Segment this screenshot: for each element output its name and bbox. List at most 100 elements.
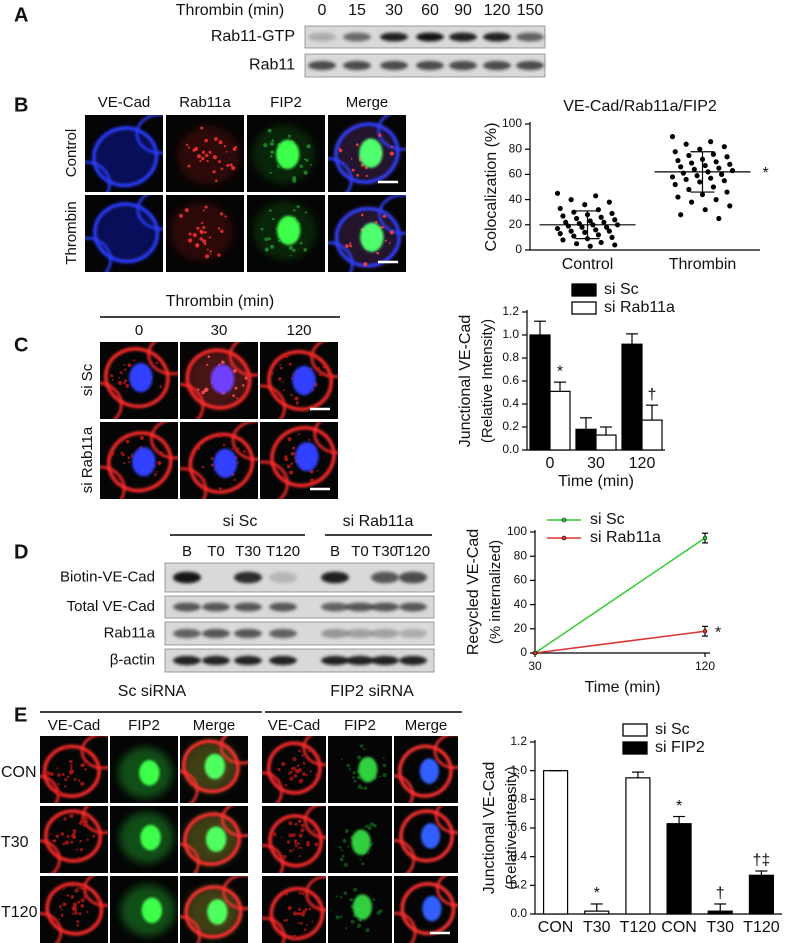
speckle bbox=[192, 232, 197, 238]
speckle bbox=[374, 221, 378, 224]
y-tick-label: 0.2 bbox=[502, 419, 519, 433]
speckle bbox=[77, 886, 80, 890]
speckle bbox=[86, 838, 89, 841]
speckle bbox=[222, 443, 226, 447]
speckle bbox=[218, 433, 223, 438]
band bbox=[380, 60, 408, 71]
band bbox=[321, 628, 349, 639]
significance-mark: * bbox=[557, 363, 563, 380]
legend-label: si Sc bbox=[655, 721, 690, 738]
speckle bbox=[72, 832, 76, 836]
speckle bbox=[83, 894, 88, 899]
speckle bbox=[339, 915, 343, 919]
speckle bbox=[80, 898, 85, 903]
speckle bbox=[146, 351, 149, 354]
speckle bbox=[85, 819, 88, 823]
speckle bbox=[56, 767, 59, 770]
speckle bbox=[52, 839, 55, 843]
micrograph-content bbox=[328, 195, 406, 272]
speckle bbox=[301, 778, 304, 782]
point bbox=[579, 224, 585, 230]
speckle bbox=[44, 770, 49, 775]
speckle bbox=[360, 213, 364, 217]
speckle bbox=[282, 475, 285, 479]
point bbox=[587, 243, 593, 249]
speckle bbox=[110, 451, 115, 456]
speckle bbox=[76, 920, 80, 923]
speckle bbox=[289, 849, 293, 853]
line bbox=[534, 537, 706, 654]
band bbox=[449, 60, 477, 71]
membrane bbox=[44, 809, 103, 863]
speckle bbox=[296, 842, 300, 846]
speckle bbox=[305, 774, 308, 777]
speckle bbox=[292, 446, 296, 450]
point bbox=[560, 237, 566, 243]
speckle bbox=[201, 156, 205, 161]
speckle bbox=[66, 835, 70, 838]
legend-marker bbox=[561, 517, 567, 523]
y-tick-label: 80 bbox=[509, 141, 523, 155]
speckle bbox=[74, 888, 79, 893]
membrane bbox=[42, 744, 101, 798]
speckle bbox=[306, 923, 308, 926]
speckle bbox=[283, 919, 286, 922]
speckle bbox=[356, 173, 360, 177]
band bbox=[416, 32, 444, 42]
speckle bbox=[270, 155, 273, 158]
speckle bbox=[382, 763, 387, 768]
speckle bbox=[71, 905, 77, 911]
speckle bbox=[49, 833, 52, 835]
speckle bbox=[192, 148, 196, 152]
speckle bbox=[68, 859, 71, 862]
point bbox=[568, 197, 574, 203]
bar bbox=[595, 434, 617, 451]
membrane bbox=[262, 844, 285, 873]
speckle bbox=[66, 894, 70, 897]
speckle bbox=[224, 215, 227, 218]
group-label: si Rab11a bbox=[343, 513, 414, 530]
x-tick-label: 0 bbox=[546, 455, 555, 472]
nucleus bbox=[141, 897, 163, 924]
speckle bbox=[339, 895, 343, 899]
micrograph-content bbox=[338, 822, 377, 867]
speckle bbox=[389, 230, 394, 235]
speckle bbox=[292, 766, 296, 770]
membrane bbox=[302, 736, 326, 766]
speckle bbox=[184, 208, 189, 213]
speckle bbox=[270, 372, 274, 375]
speckle bbox=[237, 447, 240, 451]
speckle bbox=[64, 785, 67, 788]
membrane bbox=[180, 770, 199, 803]
band bbox=[234, 628, 262, 639]
speckle bbox=[363, 748, 366, 751]
y-tick-label: 0.0 bbox=[510, 906, 527, 920]
y-tick-label: 0.8 bbox=[502, 350, 519, 364]
speckle bbox=[384, 239, 387, 242]
nucleus bbox=[129, 362, 153, 393]
point bbox=[669, 174, 676, 180]
speckle bbox=[389, 151, 395, 156]
membrane bbox=[180, 467, 208, 499]
significance-mark: † bbox=[648, 386, 657, 403]
speckle bbox=[50, 772, 54, 776]
speckle bbox=[65, 840, 70, 845]
membrane bbox=[40, 774, 60, 803]
speckle bbox=[123, 381, 126, 385]
blot bbox=[164, 648, 435, 673]
point bbox=[686, 186, 692, 193]
speckle bbox=[293, 912, 296, 915]
speckle bbox=[277, 768, 281, 772]
speckle bbox=[225, 490, 229, 493]
point bbox=[560, 213, 566, 219]
y-tick-label: 60 bbox=[509, 167, 523, 181]
membrane bbox=[45, 882, 104, 936]
speckle bbox=[312, 782, 315, 785]
speckle bbox=[233, 478, 236, 482]
point bbox=[678, 212, 684, 218]
speckle bbox=[202, 150, 206, 154]
speckle bbox=[382, 214, 387, 219]
speckle bbox=[310, 478, 315, 483]
membrane bbox=[328, 241, 354, 272]
